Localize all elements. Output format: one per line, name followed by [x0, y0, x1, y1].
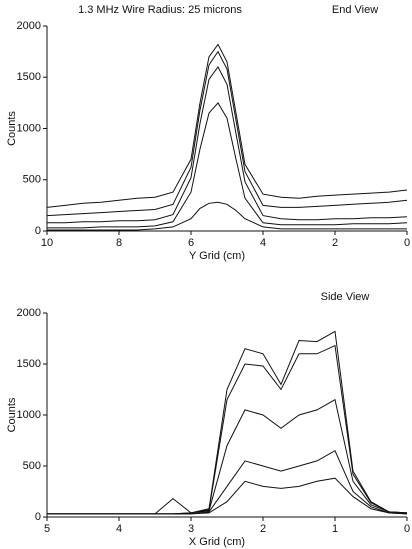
x-axis-label: X Grid (cm)	[189, 536, 245, 548]
y-tick-label: 1000	[17, 122, 41, 134]
y-tick-label: 0	[35, 225, 41, 237]
data-line	[47, 344, 408, 515]
y-tick-label: 500	[23, 460, 41, 472]
data-line	[47, 449, 408, 515]
view-label: Side View	[321, 291, 370, 303]
data-line	[47, 477, 408, 515]
y-tick-label: 2000	[17, 20, 41, 32]
y-tick-label: 2000	[17, 307, 41, 319]
x-tick-label: 3	[188, 523, 194, 535]
data-line	[47, 102, 408, 229]
x-tick-label: 2	[332, 237, 338, 249]
x-axis-label: Y Grid (cm)	[189, 250, 245, 262]
x-tick-label: 8	[116, 237, 122, 249]
x-tick-label: 5	[44, 523, 50, 535]
data-line	[46, 43, 408, 208]
view-label: End View	[332, 4, 378, 16]
y-tick-label: 0	[35, 511, 41, 523]
y-axis-label: Counts	[6, 111, 18, 146]
x-tick-label: 2	[260, 523, 266, 535]
y-axis-label: Counts	[6, 397, 18, 432]
y-tick-label: 1500	[17, 358, 41, 370]
x-tick-label: 4	[260, 237, 266, 249]
chart-title: 1.3 MHz Wire Radius: 25 microns	[78, 4, 242, 16]
x-tick-label: 0	[404, 237, 410, 249]
x-tick-label: 4	[116, 523, 122, 535]
data-line	[47, 201, 407, 231]
x-tick-label: 1	[332, 523, 338, 535]
y-tick-label: 1000	[17, 409, 41, 421]
x-tick-label: 6	[188, 237, 194, 249]
x-tick-label: 0	[404, 523, 410, 535]
data-line	[47, 66, 408, 224]
data-line	[46, 50, 408, 217]
x-tick-label: 10	[41, 237, 53, 249]
y-tick-label: 1500	[17, 71, 41, 83]
y-tick-label: 500	[23, 174, 41, 186]
